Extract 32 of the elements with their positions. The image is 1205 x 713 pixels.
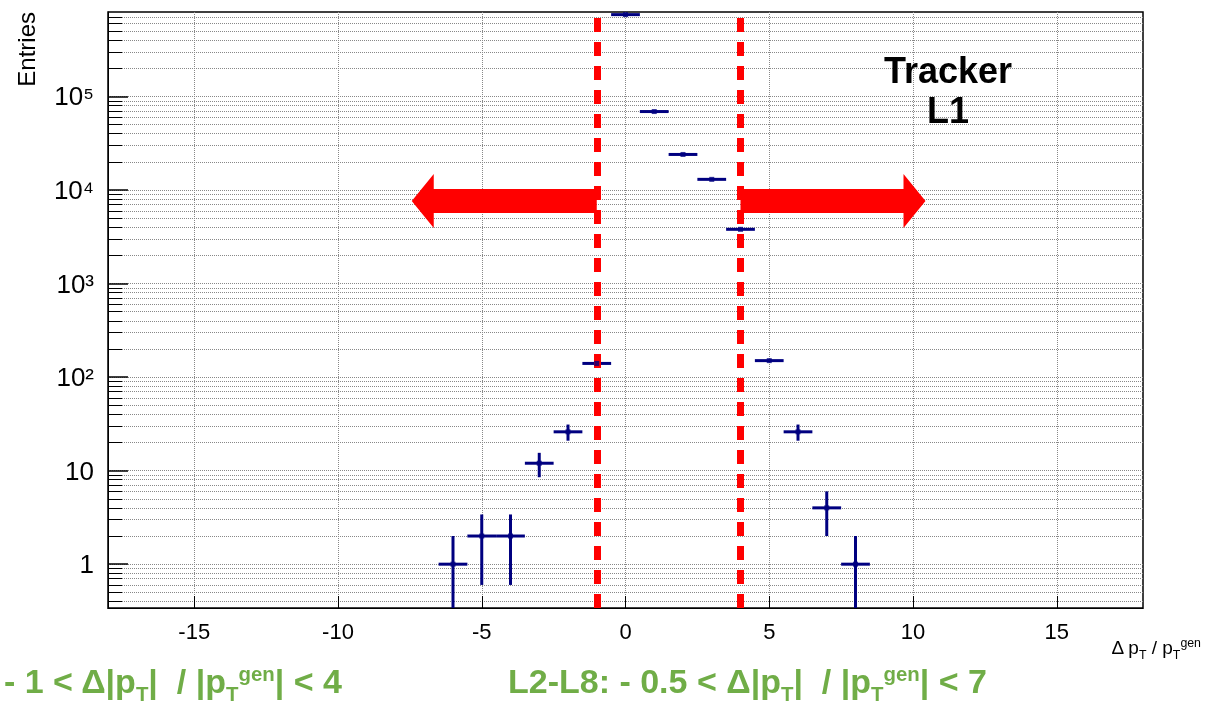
point: [594, 360, 600, 366]
point: [508, 533, 513, 539]
y-axis-title: Entries: [12, 12, 40, 87]
y-tick-label: 1: [79, 549, 94, 580]
point: [738, 226, 743, 232]
annotation: Tracker L1: [883, 49, 1013, 131]
point: [709, 176, 715, 182]
point: [479, 533, 485, 539]
point: [565, 429, 571, 435]
x-tick-label: 15: [1044, 618, 1069, 644]
y-tick-label: 10: [65, 455, 94, 486]
point: [536, 460, 542, 466]
y-tick-label: 10²: [56, 362, 95, 393]
x-tick-label: -5: [471, 618, 492, 644]
point: [623, 12, 628, 18]
point: [651, 109, 657, 115]
point: [766, 358, 772, 364]
x-tick-label: 0: [619, 618, 632, 644]
point: [824, 505, 830, 511]
y-tick-label: 10⁵: [54, 81, 94, 112]
x-tick-label: 10: [900, 618, 926, 644]
y-tick-label: 10³: [56, 268, 95, 299]
text: - 1 < Δ|p$_{T}$| / |p$_{T}$$^{gen}$| < 4: [4, 662, 342, 706]
point: [450, 561, 456, 567]
x-tick-label: -15: [178, 618, 211, 644]
x-tick-label: -10: [322, 618, 354, 644]
point: [795, 429, 801, 435]
point: [680, 151, 686, 157]
text: L2-L8: - 0.5 < Δ|p$_{T}$| / |p$_{T}$$^{gen}$| < 7: [508, 662, 987, 706]
y-tick-label: 10⁴: [53, 175, 94, 206]
point: [853, 561, 858, 567]
x-tick-label: 5: [763, 618, 776, 644]
